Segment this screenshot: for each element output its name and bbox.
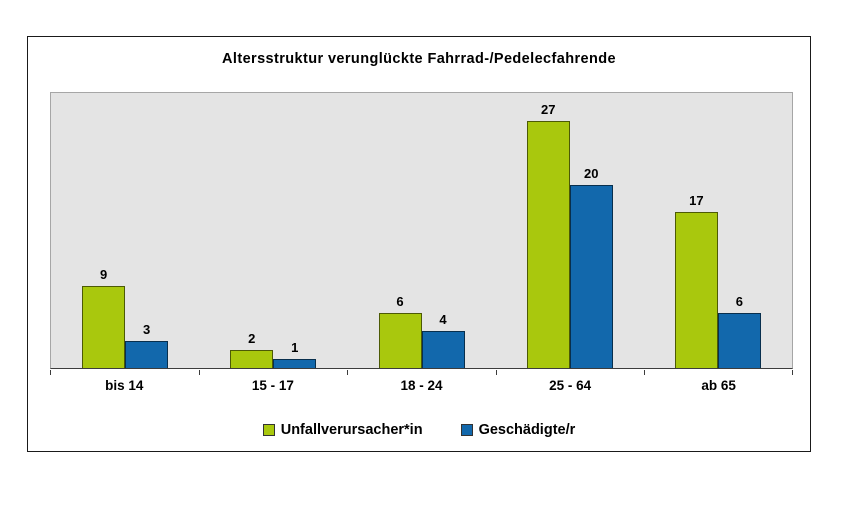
bar-unfallverursacher-18-24: 6: [378, 294, 422, 368]
legend-swatch-green-icon: [262, 424, 275, 436]
bar-geschaedigte-bis14: 3: [125, 322, 169, 368]
bar-fill: [569, 184, 613, 368]
bar-fill: [230, 349, 274, 368]
legend-entry-unfallverursacher: Unfallverursacher*in: [262, 422, 423, 438]
x-axis-label-25-64: 25 - 64: [549, 378, 592, 393]
bar-value-label: 27: [540, 101, 556, 117]
bar-fill: [125, 340, 169, 368]
bar-value-label: 4: [439, 312, 447, 328]
axis-tick: [644, 370, 646, 375]
bar-unfallverursacher-15-17: 2: [230, 331, 274, 368]
bar-fill: [273, 358, 317, 368]
legend: Unfallverursacher*in Geschädigte/r: [28, 422, 810, 438]
bar-value-label: 6: [735, 294, 744, 309]
x-axis-labels: bis 14 15 - 17 18 - 24 25 - 64 ab 65: [50, 378, 793, 393]
axis-tick: [50, 370, 51, 375]
chart-title: Altersstruktur verunglückte Fahrrad-/Ped…: [222, 51, 616, 67]
axis-tick: [347, 370, 349, 375]
axis-tick: [792, 370, 793, 375]
bar-unfallverursacher-ab65: 17: [674, 193, 718, 368]
bar-value-label: 6: [396, 294, 404, 309]
chart-frame: Altersstruktur verunglückte Fahrrad-/Ped…: [27, 36, 811, 452]
bar-geschaedigte-ab65: 6: [717, 294, 761, 368]
legend-label-unfallverursacher: Unfallverursacher*in: [280, 422, 423, 438]
bar-unfallverursacher-bis14: 9: [82, 267, 126, 368]
plot-area: 9 3 2 1 6 4 27 20 17 6: [50, 92, 793, 369]
legend-label-geschaedigte: Geschädigte/r: [478, 422, 576, 438]
bar-fill: [717, 313, 761, 368]
legend-swatch-blue-icon: [460, 424, 473, 436]
bar-fill: [526, 120, 570, 368]
bar-geschaedigte-18-24: 4: [421, 312, 465, 368]
bar-geschaedigte-15-17: 1: [273, 340, 317, 368]
axis-tick: [198, 370, 200, 375]
bar-value-label: 1: [291, 339, 299, 355]
bar-geschaedigte-25-64: 20: [569, 166, 613, 368]
bar-value-label: 2: [248, 330, 256, 346]
legend-entry-geschaedigte: Geschädigte/r: [460, 422, 576, 438]
x-axis-label-15-17: 15 - 17: [251, 378, 294, 393]
axis-tick: [495, 370, 497, 375]
bar-fill: [421, 331, 465, 368]
bar-fill: [82, 285, 126, 368]
bar-value-label: 17: [689, 193, 704, 209]
bar-unfallverursacher-25-64: 27: [526, 102, 570, 368]
bar-value-label: 9: [99, 266, 108, 282]
x-axis-label-ab65: ab 65: [701, 378, 736, 393]
bar-fill: [378, 313, 422, 368]
bar-value-label: 3: [142, 321, 151, 337]
bar-group-25-64: 27 20: [496, 93, 644, 368]
x-axis-label-bis14: bis 14: [105, 378, 144, 393]
x-axis-label-18-24: 18 - 24: [400, 378, 443, 393]
x-axis-ticks: [50, 370, 793, 375]
bar-value-label: 20: [583, 165, 599, 181]
bar-group-ab65: 17 6: [644, 93, 792, 368]
bar-fill: [674, 212, 718, 368]
